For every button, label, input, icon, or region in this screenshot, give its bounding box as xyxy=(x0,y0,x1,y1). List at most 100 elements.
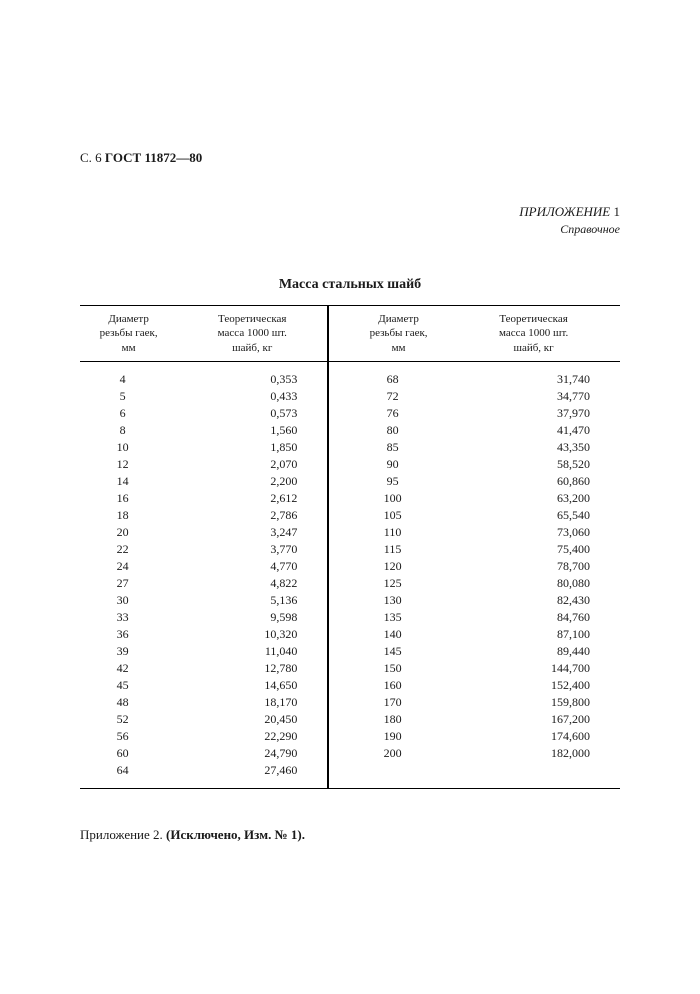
cell-separator xyxy=(328,388,350,405)
cell-dia xyxy=(350,762,447,789)
table-row: 5220,450180167,200 xyxy=(80,711,620,728)
post-note: Приложение 2. (Исключено, Изм. № 1). xyxy=(80,827,620,843)
cell-mass: 174,600 xyxy=(447,728,620,745)
cell-mass: 5,136 xyxy=(177,592,328,609)
cell-separator xyxy=(328,541,350,558)
cell-dia: 18 xyxy=(80,507,177,524)
col-header-mass-left: Теоретическая масса 1000 шт. шайб, кг xyxy=(177,306,328,362)
cell-mass: 34,770 xyxy=(447,388,620,405)
cell-mass: 2,070 xyxy=(177,456,328,473)
cell-dia: 72 xyxy=(350,388,447,405)
cell-separator xyxy=(328,711,350,728)
cell-mass: 58,520 xyxy=(447,456,620,473)
cell-mass: 41,470 xyxy=(447,422,620,439)
cell-dia: 90 xyxy=(350,456,447,473)
cell-dia: 24 xyxy=(80,558,177,575)
cell-dia: 95 xyxy=(350,473,447,490)
table-row: 101,8508543,350 xyxy=(80,439,620,456)
cell-mass: 182,000 xyxy=(447,745,620,762)
col-header-line: резьбы гаек, xyxy=(100,327,158,339)
cell-separator xyxy=(328,728,350,745)
cell-mass: 63,200 xyxy=(447,490,620,507)
cell-dia: 140 xyxy=(350,626,447,643)
cell-mass: 73,060 xyxy=(447,524,620,541)
cell-dia: 68 xyxy=(350,361,447,388)
cell-dia: 125 xyxy=(350,575,447,592)
cell-dia: 64 xyxy=(80,762,177,789)
cell-dia: 60 xyxy=(80,745,177,762)
table-row: 305,13613082,430 xyxy=(80,592,620,609)
cell-mass: 2,200 xyxy=(177,473,328,490)
cell-mass: 60,860 xyxy=(447,473,620,490)
cell-mass: 11,040 xyxy=(177,643,328,660)
table-row: 182,78610565,540 xyxy=(80,507,620,524)
cell-dia: 110 xyxy=(350,524,447,541)
cell-separator xyxy=(328,473,350,490)
cell-separator xyxy=(328,524,350,541)
post-note-bold: (Исключено, Изм. № 1). xyxy=(166,827,305,842)
col-header-line: шайб, кг xyxy=(513,342,553,354)
col-header-line: мм xyxy=(122,342,136,354)
cell-separator xyxy=(328,507,350,524)
cell-dia: 14 xyxy=(80,473,177,490)
cell-dia: 16 xyxy=(80,490,177,507)
cell-mass: 4,770 xyxy=(177,558,328,575)
cell-separator xyxy=(328,490,350,507)
cell-separator xyxy=(328,677,350,694)
table-row: 4212,780150144,700 xyxy=(80,660,620,677)
cell-mass: 3,247 xyxy=(177,524,328,541)
table-row: 3610,32014087,100 xyxy=(80,626,620,643)
table-row: 223,77011575,400 xyxy=(80,541,620,558)
cell-dia: 20 xyxy=(80,524,177,541)
cell-dia: 4 xyxy=(80,361,177,388)
cell-separator xyxy=(328,361,350,388)
cell-mass: 0,573 xyxy=(177,405,328,422)
cell-dia: 10 xyxy=(80,439,177,456)
table-row: 339,59813584,760 xyxy=(80,609,620,626)
cell-dia: 52 xyxy=(80,711,177,728)
cell-separator xyxy=(328,456,350,473)
cell-dia: 170 xyxy=(350,694,447,711)
cell-mass: 80,080 xyxy=(447,575,620,592)
table-row: 4514,650160152,400 xyxy=(80,677,620,694)
cell-mass xyxy=(447,762,620,789)
cell-mass: 152,400 xyxy=(447,677,620,694)
cell-separator xyxy=(328,762,350,789)
table-row: 162,61210063,200 xyxy=(80,490,620,507)
cell-dia: 105 xyxy=(350,507,447,524)
cell-mass: 87,100 xyxy=(447,626,620,643)
cell-mass: 12,780 xyxy=(177,660,328,677)
cell-mass: 75,400 xyxy=(447,541,620,558)
table-row: 203,247 11073,060 xyxy=(80,524,620,541)
cell-dia: 30 xyxy=(80,592,177,609)
table-row: 122,0709058,520 xyxy=(80,456,620,473)
cell-separator xyxy=(328,422,350,439)
table-title: Масса стальных шайб xyxy=(80,277,620,293)
col-header-line: Теоретическая xyxy=(218,313,286,325)
table-row: 4818,170170159,800 xyxy=(80,694,620,711)
cell-dia: 42 xyxy=(80,660,177,677)
cell-dia: 160 xyxy=(350,677,447,694)
cell-dia: 150 xyxy=(350,660,447,677)
page-header-prefix: С. 6 xyxy=(80,150,105,165)
cell-separator xyxy=(328,643,350,660)
cell-mass: 43,350 xyxy=(447,439,620,456)
col-header-line: резьбы гаек, xyxy=(370,327,428,339)
cell-dia: 115 xyxy=(350,541,447,558)
col-header-dia-left: Диаметр резьбы гаек, мм xyxy=(80,306,177,362)
col-header-line: Диаметр xyxy=(378,313,419,325)
cell-dia: 27 xyxy=(80,575,177,592)
cell-dia: 76 xyxy=(350,405,447,422)
table-row: 40,3536831,740 xyxy=(80,361,620,388)
cell-mass: 14,650 xyxy=(177,677,328,694)
cell-mass: 78,700 xyxy=(447,558,620,575)
table-row: 142,200 9560,860 xyxy=(80,473,620,490)
cell-dia: 200 xyxy=(350,745,447,762)
cell-dia: 22 xyxy=(80,541,177,558)
cell-separator xyxy=(328,575,350,592)
mass-table: Диаметр резьбы гаек, мм Теоретическая ма… xyxy=(80,305,620,789)
col-header-line: Теоретическая xyxy=(499,313,567,325)
post-note-plain: Приложение 2. xyxy=(80,827,166,842)
cell-dia: 190 xyxy=(350,728,447,745)
table-row: 274,82212580,080 xyxy=(80,575,620,592)
